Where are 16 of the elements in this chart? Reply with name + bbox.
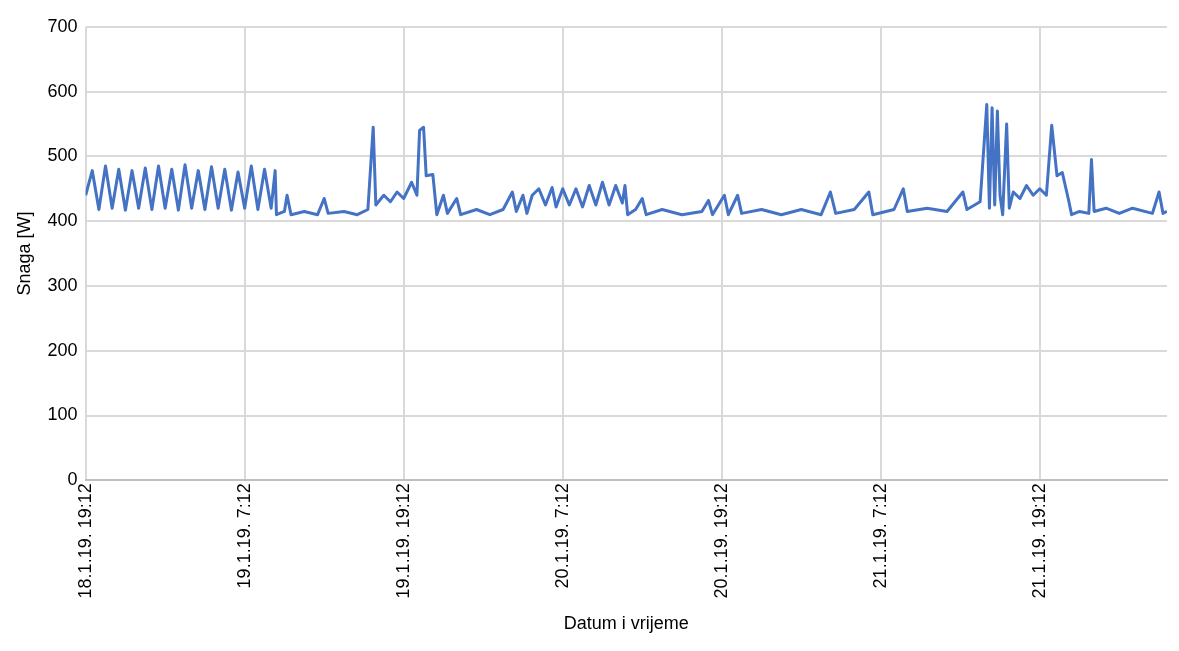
y-tick-label: 300 (47, 274, 78, 295)
y-tick-label: 500 (47, 145, 78, 166)
x-tick-label: 21.1.19. 19:12 (1028, 483, 1049, 599)
y-tick-label: 0 (67, 469, 78, 490)
y-tick-label: 100 (47, 404, 78, 425)
y-tick-label: 200 (47, 339, 78, 360)
x-tick-label: 20.1.19. 7:12 (551, 483, 572, 589)
y-tick-label: 600 (47, 80, 78, 101)
x-tick-label: 19.1.19. 7:12 (233, 483, 254, 589)
y-tick-label: 400 (47, 210, 78, 231)
y-tick-label: 700 (47, 15, 78, 36)
y-axis-title: Snaga [W] (13, 211, 34, 296)
x-tick-label: 21.1.19. 7:12 (869, 483, 890, 589)
x-axis-title: Datum i vrijeme (563, 613, 689, 634)
x-tick-label: 19.1.19. 19:12 (392, 483, 413, 599)
x-tick-label: 20.1.19. 19:12 (710, 483, 731, 599)
